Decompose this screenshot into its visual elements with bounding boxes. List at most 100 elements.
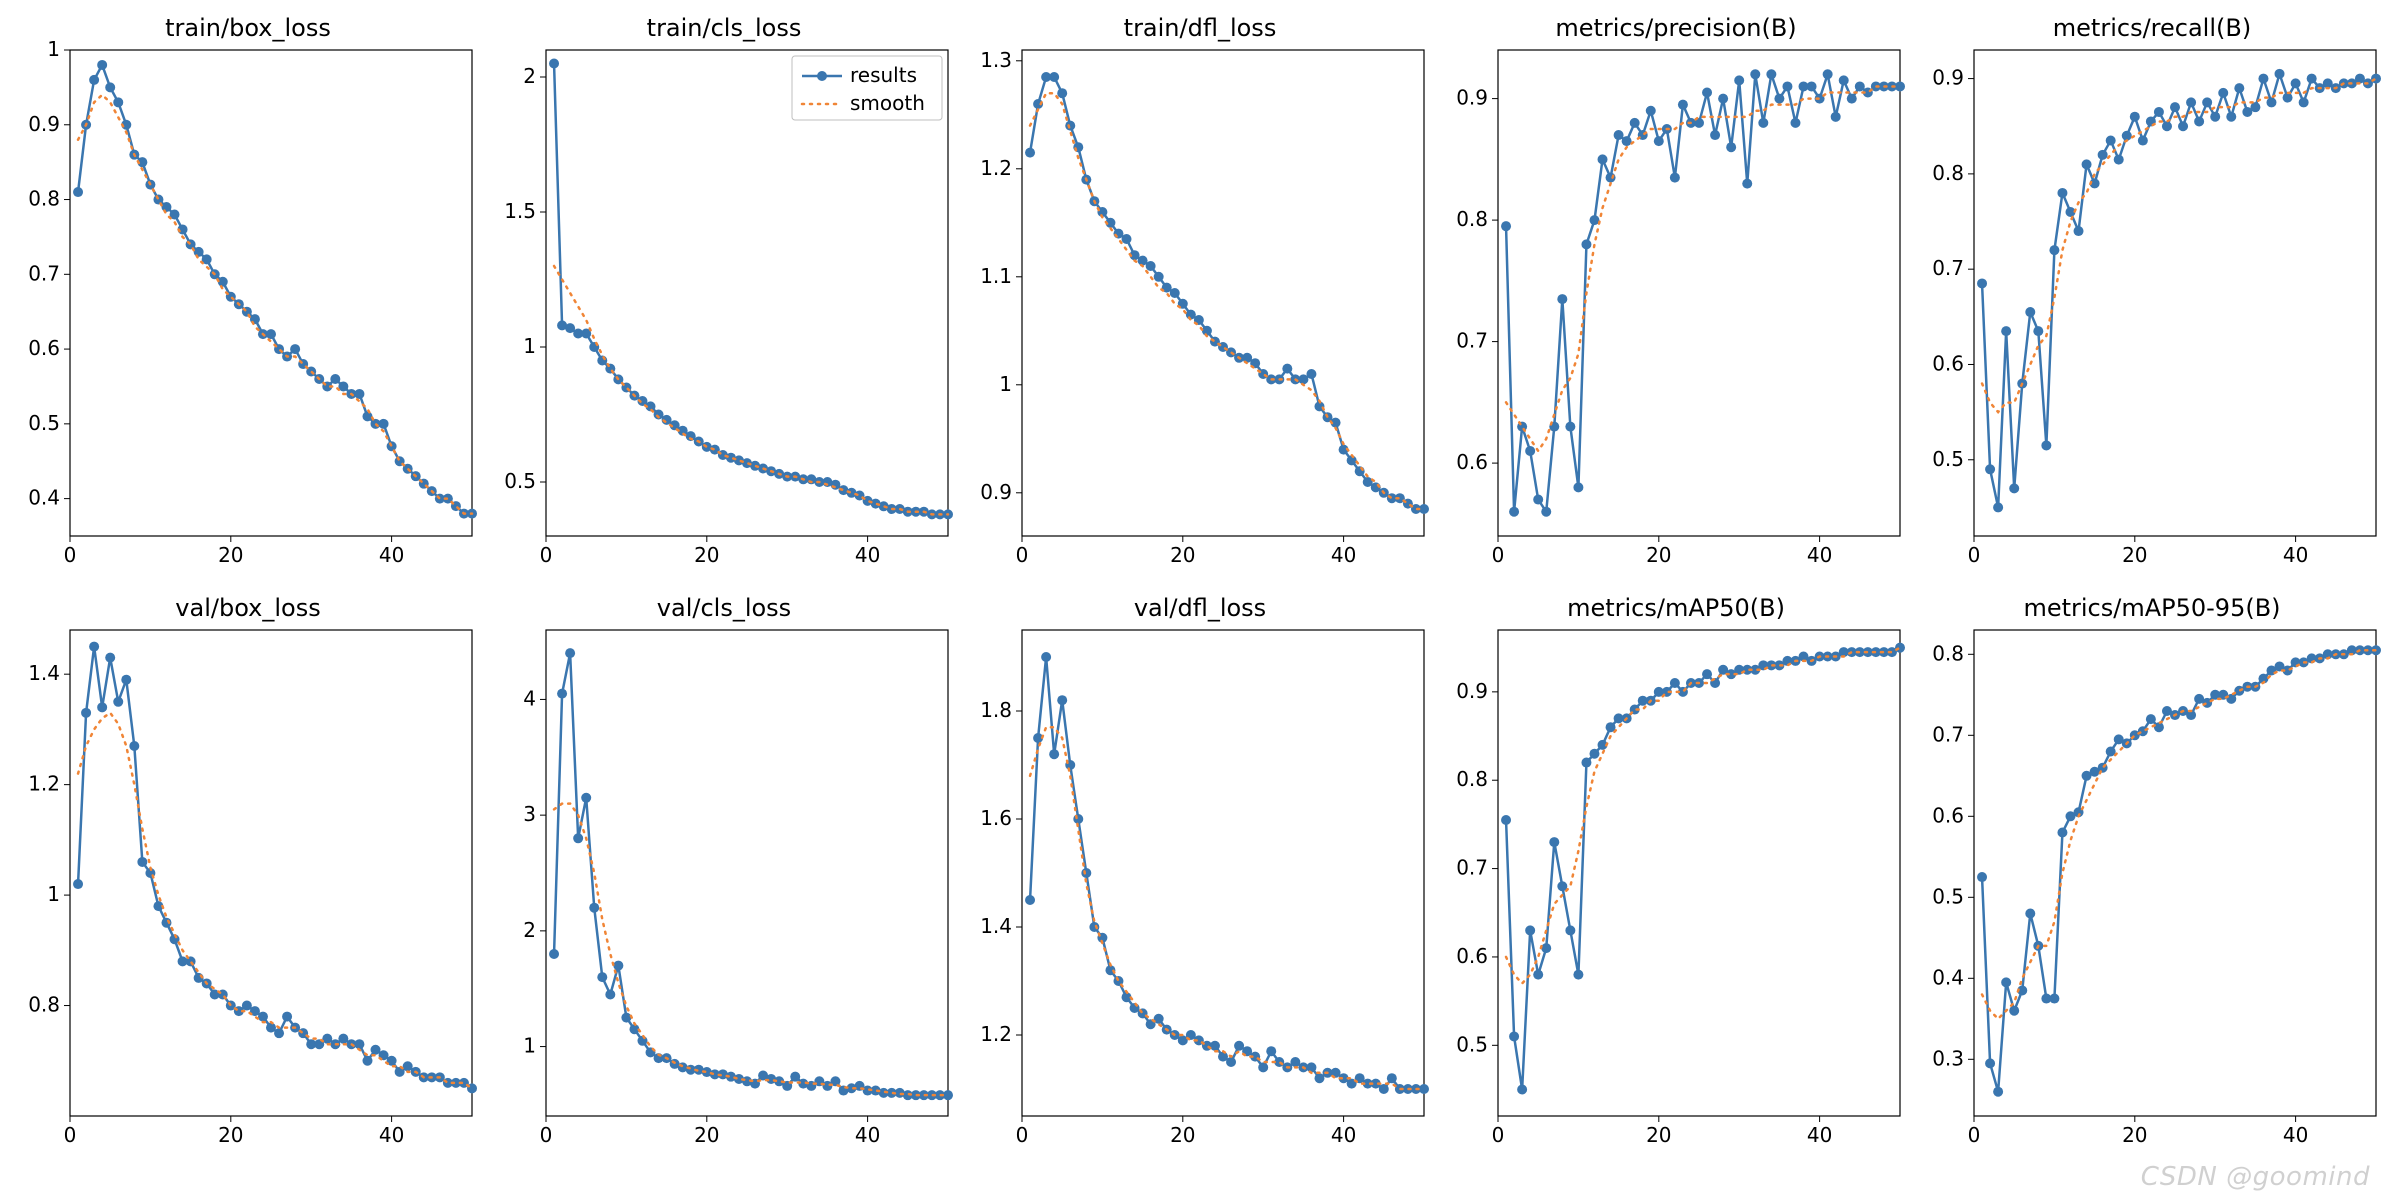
svg-text:1.8: 1.8 — [980, 698, 1012, 722]
svg-text:0.7: 0.7 — [1456, 856, 1488, 880]
svg-text:40: 40 — [2283, 543, 2308, 567]
legend-label-smooth: smooth — [850, 91, 925, 115]
chart-panel: train/dfl_loss020400.911.11.21.3 — [962, 10, 1438, 590]
chart-panel: metrics/mAP50(B)020400.50.60.70.80.9 — [1438, 590, 1914, 1170]
svg-text:0.9: 0.9 — [980, 480, 1012, 504]
svg-text:0: 0 — [1492, 543, 1505, 567]
svg-text:1.3: 1.3 — [980, 48, 1012, 72]
svg-text:0: 0 — [1968, 1123, 1981, 1147]
chart-svg: 020400.511.52resultssmooth — [486, 10, 962, 586]
svg-text:0.6: 0.6 — [28, 336, 60, 360]
svg-text:40: 40 — [855, 543, 880, 567]
smooth-line — [1030, 93, 1424, 509]
svg-text:20: 20 — [694, 543, 719, 567]
svg-text:0.5: 0.5 — [1932, 447, 1964, 471]
smooth-line — [1030, 727, 1424, 1089]
svg-text:1.2: 1.2 — [28, 772, 60, 796]
svg-text:40: 40 — [2283, 1123, 2308, 1147]
chart-panel: val/cls_loss020401234 — [486, 590, 962, 1170]
chart-svg: 020401234 — [486, 590, 962, 1166]
chart-svg: 020400.40.50.60.70.80.91 — [10, 10, 486, 586]
svg-text:0.7: 0.7 — [28, 261, 60, 285]
results-line — [554, 64, 948, 515]
svg-text:20: 20 — [694, 1123, 719, 1147]
svg-text:0.8: 0.8 — [28, 993, 60, 1017]
chart-svg: 020400.50.60.70.80.9 — [1914, 10, 2390, 586]
svg-text:0.8: 0.8 — [1456, 767, 1488, 791]
chart-svg: 020400.811.21.4 — [10, 590, 486, 1166]
results-line — [554, 653, 948, 1095]
svg-text:0.9: 0.9 — [1932, 66, 1964, 90]
svg-text:20: 20 — [218, 1123, 243, 1147]
svg-text:0.5: 0.5 — [1932, 884, 1964, 908]
svg-text:20: 20 — [1646, 1123, 1671, 1147]
watermark: CSDN @goomind — [2141, 1162, 2370, 1192]
chart-panel: train/cls_loss020400.511.52resultssmooth — [486, 10, 962, 590]
training-metrics-grid: train/box_loss020400.40.50.60.70.80.91tr… — [0, 0, 2400, 1200]
svg-text:0: 0 — [64, 1123, 77, 1147]
chart-panel: metrics/recall(B)020400.50.60.70.80.9 — [1914, 10, 2390, 590]
results-line — [1506, 648, 1900, 1090]
svg-text:20: 20 — [1646, 543, 1671, 567]
svg-text:0.5: 0.5 — [504, 469, 536, 493]
svg-text:1: 1 — [523, 1034, 536, 1058]
legend-label-results: results — [850, 63, 917, 87]
svg-text:1: 1 — [523, 334, 536, 358]
svg-text:20: 20 — [2122, 543, 2147, 567]
results-line — [78, 647, 472, 1089]
chart-svg: 020400.911.11.21.3 — [962, 10, 1438, 586]
svg-text:0.6: 0.6 — [1456, 450, 1488, 474]
svg-text:0.7: 0.7 — [1456, 329, 1488, 353]
chart-svg: 0 20 40 0.3 0.4 0.5 0.6 0.7 0.8 — [1914, 590, 2390, 1166]
results-line — [1982, 74, 2376, 508]
svg-text:0.9: 0.9 — [28, 112, 60, 136]
results-line — [1506, 74, 1900, 511]
svg-text:20: 20 — [2122, 1123, 2147, 1147]
svg-text:1.6: 1.6 — [980, 806, 1012, 830]
svg-text:0.6: 0.6 — [1932, 803, 1964, 827]
chart-svg: 020400.60.70.80.9 — [1438, 10, 1914, 586]
results-line — [78, 65, 472, 514]
svg-text:1: 1 — [47, 882, 60, 906]
svg-text:40: 40 — [855, 1123, 880, 1147]
svg-text:0.3: 0.3 — [1932, 1046, 1964, 1070]
svg-text:0: 0 — [1016, 1123, 1029, 1147]
svg-text:0: 0 — [1968, 543, 1981, 567]
svg-text:40: 40 — [1331, 543, 1356, 567]
svg-text:0.6: 0.6 — [1932, 351, 1964, 375]
svg-text:20: 20 — [1170, 543, 1195, 567]
svg-text:4: 4 — [523, 686, 536, 710]
svg-text:40: 40 — [1331, 1123, 1356, 1147]
smooth-line — [1506, 86, 1900, 451]
svg-text:0: 0 — [540, 1123, 553, 1147]
chart-svg: 020400.50.60.70.80.9 — [1438, 590, 1914, 1166]
svg-text:0.7: 0.7 — [1932, 722, 1964, 746]
results-line — [1030, 77, 1424, 509]
svg-text:0.8: 0.8 — [28, 187, 60, 211]
chart-panel: train/box_loss020400.40.50.60.70.80.91 — [10, 10, 486, 590]
svg-text:0.4: 0.4 — [28, 486, 60, 510]
svg-text:1: 1 — [999, 372, 1012, 396]
svg-text:0.8: 0.8 — [1456, 207, 1488, 231]
svg-text:1.2: 1.2 — [980, 1022, 1012, 1046]
svg-text:1.1: 1.1 — [980, 264, 1012, 288]
svg-text:1.5: 1.5 — [504, 199, 536, 223]
svg-text:0.5: 0.5 — [28, 411, 60, 435]
svg-text:0: 0 — [64, 543, 77, 567]
svg-text:0.5: 0.5 — [1456, 1032, 1488, 1056]
svg-text:0.8: 0.8 — [1932, 641, 1964, 665]
svg-text:0.4: 0.4 — [1932, 965, 1964, 989]
svg-text:2: 2 — [523, 64, 536, 88]
svg-text:1.4: 1.4 — [980, 914, 1012, 938]
svg-text:0.7: 0.7 — [1932, 256, 1964, 280]
svg-text:40: 40 — [1807, 543, 1832, 567]
svg-text:0: 0 — [1016, 543, 1029, 567]
chart-panel: metrics/precision(B)020400.60.70.80.9 — [1438, 10, 1914, 590]
svg-text:1.4: 1.4 — [28, 661, 60, 685]
chart-panel: val/box_loss020400.811.21.4 — [10, 590, 486, 1170]
svg-text:0.9: 0.9 — [1456, 679, 1488, 703]
smooth-line — [554, 266, 948, 514]
smooth-line — [554, 804, 948, 1096]
svg-text:20: 20 — [218, 543, 243, 567]
svg-text:40: 40 — [1807, 1123, 1832, 1147]
